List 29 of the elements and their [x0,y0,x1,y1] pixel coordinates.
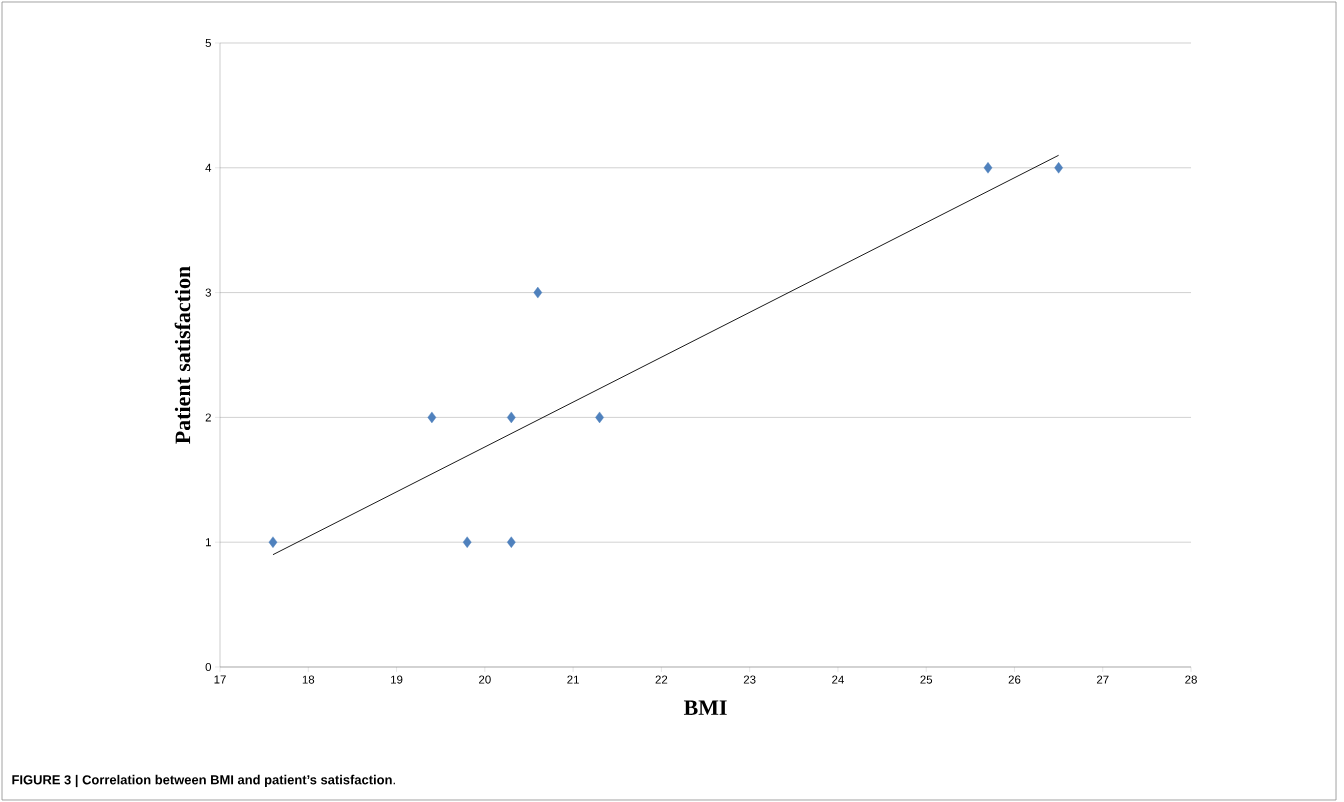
x-tick-label: 27 [1096,675,1109,684]
point [1054,162,1063,174]
point [427,411,437,424]
x-tick-label: 25 [920,675,933,684]
point [506,536,516,548]
point [462,536,472,548]
y-tick-label: 2 [205,413,211,422]
y-tick-label: 1 [205,538,211,547]
y-tick-label: 3 [205,288,211,297]
x-tick-label: 23 [743,675,756,684]
x-tick-label: 20 [479,675,491,684]
y-tick-label: 0 [205,662,212,672]
x-axis-title: BMI [683,700,727,715]
x-tick-label: 21 [567,675,579,684]
x-tick-label: 24 [832,675,844,684]
x-tick-label: 26 [1008,675,1021,684]
x-tick-label: 18 [302,675,315,684]
y-tick-label: 4 [205,163,212,172]
point [506,411,516,424]
text: FIGURE 3 | Correlation between BMI and patient’s satisfaction. [12,774,395,788]
x-tick-label: 19 [391,675,403,684]
point [268,536,278,548]
y-tick-label: 5 [205,39,212,47]
x-tick-label: 22 [655,675,668,684]
x-tick-label: 28 [1185,675,1197,684]
point [983,162,993,174]
y-axis-title: Patient satisfaction [174,266,191,444]
x-tick-label: 17 [214,675,226,684]
point [533,286,543,299]
